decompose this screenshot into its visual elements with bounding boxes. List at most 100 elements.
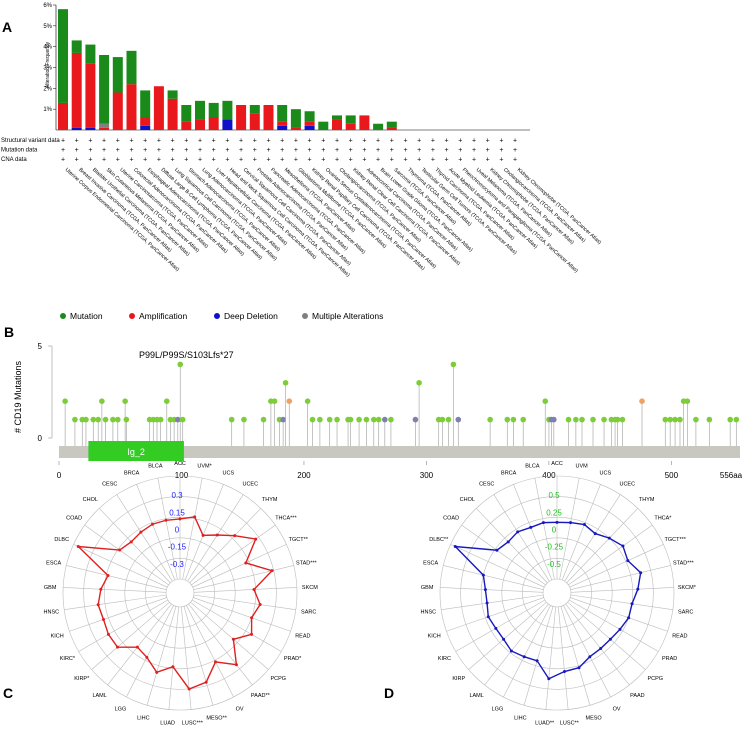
- c-axis-label: LUAD: [160, 720, 175, 726]
- b-lollipop-head: [542, 398, 549, 405]
- a-row-marker: +: [75, 138, 79, 145]
- a-row-marker: +: [184, 138, 188, 145]
- c-data-point: [244, 561, 248, 565]
- b-lollipop-head: [388, 416, 394, 423]
- b-protein-backbone: [59, 446, 740, 458]
- b-lollipop-head: [370, 416, 377, 423]
- a-bars: [58, 9, 397, 130]
- a-row-marker: +: [376, 157, 380, 164]
- a-row-marker: +: [499, 147, 503, 154]
- c-data-point: [231, 637, 235, 641]
- a-legend: Mutation Amplification Deep Deletion Multip…: [60, 311, 383, 321]
- a-row-marker: +: [198, 157, 202, 164]
- d-axis-label: LUSC**: [560, 720, 580, 726]
- a-bar-segment: [222, 100, 233, 120]
- d-data-point: [535, 659, 539, 663]
- a-row-marker: +: [362, 157, 366, 164]
- c-axis-label: READ: [295, 634, 310, 640]
- c-data-point: [164, 518, 168, 522]
- c-axis-label: UCEC: [242, 482, 258, 488]
- a-row-marker: +: [280, 138, 284, 145]
- a-row-marker: +: [157, 157, 161, 164]
- a-row-marker: +: [431, 147, 435, 154]
- a-row-marker: +: [499, 157, 503, 164]
- a-bar-segment: [195, 100, 205, 120]
- b-lollipop-head: [504, 416, 511, 423]
- d-spoke: [568, 599, 659, 652]
- a-row-marker: +: [253, 138, 257, 145]
- c-ring-label: -0.15: [168, 543, 187, 552]
- d-grid-ring: [542, 578, 572, 608]
- c-axis-label: BLCA: [148, 463, 163, 469]
- d-data-point: [582, 523, 586, 527]
- c-spoke: [191, 524, 276, 586]
- c-data-point: [214, 660, 218, 664]
- c-data-point: [129, 540, 133, 544]
- c-spoke: [187, 494, 244, 582]
- a-row-marker: +: [335, 147, 339, 154]
- a-row-marker: +: [376, 138, 380, 145]
- c-data-point: [139, 530, 143, 534]
- d-axis-label: LGG: [492, 707, 504, 713]
- d-data-point: [522, 655, 526, 659]
- c-spoke: [84, 524, 169, 586]
- d-data-line: [453, 521, 642, 680]
- b-lollipop-head: [177, 361, 184, 368]
- panel-label-a: A: [2, 19, 12, 35]
- c-spoke: [136, 484, 176, 581]
- d-axis-label: KIRC: [438, 656, 451, 662]
- c-spoke: [183, 606, 214, 706]
- a-row-marker: +: [445, 157, 449, 164]
- d-data-point: [588, 655, 592, 659]
- b-lollipop-head: [693, 416, 699, 423]
- b-lollipop-head: [326, 416, 333, 423]
- d-axis-label: KICH: [428, 634, 441, 640]
- a-row-marker: +: [362, 147, 366, 154]
- a-row-marker: +: [362, 138, 366, 145]
- c-data-point: [155, 670, 159, 674]
- c-axis-label: CESC: [102, 482, 117, 488]
- b-lollipop-head: [439, 416, 446, 423]
- d-axis-label: DLBC**: [429, 537, 449, 543]
- b-lollipop-head: [110, 416, 116, 423]
- d-data-point: [562, 670, 566, 674]
- a-bar-segment: [140, 90, 151, 118]
- b-x-tick-label: 0: [57, 471, 62, 480]
- c-spoke: [64, 594, 167, 610]
- c-spoke: [188, 603, 253, 686]
- b-lollipop-head: [62, 398, 68, 405]
- c-axis-label: KICH: [51, 634, 64, 640]
- d-data-point: [608, 637, 612, 641]
- d-data-point: [529, 525, 533, 529]
- d-spoke: [476, 508, 548, 584]
- d-spoke: [568, 524, 653, 586]
- a-row-marker: +: [390, 147, 394, 154]
- c-spoke: [193, 594, 296, 610]
- b-lollipop-head: [412, 416, 419, 423]
- d-axis-label: SKCM*: [678, 585, 697, 591]
- d-axis-label: OV: [613, 707, 621, 713]
- a-row-marker: +: [253, 147, 257, 154]
- c-axis-label: UCS: [223, 470, 235, 476]
- c-spoke: [146, 606, 177, 706]
- b-lollipop-head: [639, 398, 645, 405]
- d-ring-label: -0.25: [545, 543, 564, 552]
- a-row-marker: +: [88, 157, 92, 164]
- d-axis-label: LIHC: [514, 716, 527, 722]
- a-row-marker: +: [321, 157, 325, 164]
- c-data-point: [106, 632, 110, 636]
- a-row-marker: +: [417, 138, 421, 145]
- a-bar-segment: [249, 105, 260, 114]
- c-spoke: [190, 601, 269, 670]
- b-lollipop-head: [304, 398, 311, 405]
- c-spoke: [193, 587, 297, 593]
- b-lollipop-head: [445, 416, 452, 423]
- a-bar-segment: [126, 84, 137, 130]
- c-axis-label: BRCA: [124, 470, 140, 476]
- a-bar-segment: [386, 127, 397, 130]
- a-bar-segment: [71, 52, 82, 128]
- d-spoke: [570, 597, 668, 632]
- a-row-marker: +: [157, 147, 161, 154]
- a-row-marker: +: [403, 147, 407, 154]
- c-axis-label: THYM: [262, 497, 278, 503]
